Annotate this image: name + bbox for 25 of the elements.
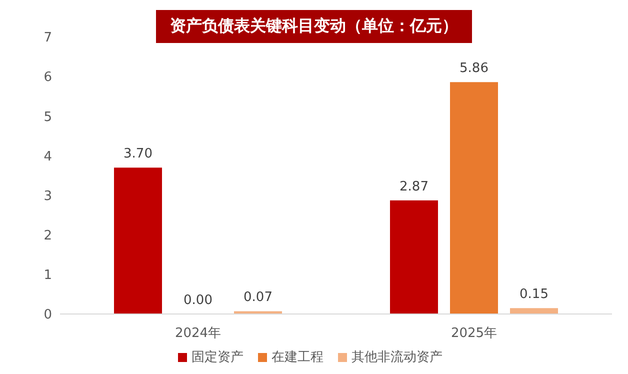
bar bbox=[390, 200, 438, 314]
bar bbox=[234, 311, 282, 314]
y-tick-label: 2 bbox=[44, 228, 52, 244]
chart-title: 资产负债表关键科目变动（单位：亿元） bbox=[156, 10, 472, 43]
legend-label: 在建工程 bbox=[272, 349, 324, 366]
bar bbox=[450, 82, 498, 314]
legend-label: 其他非流动资产 bbox=[352, 349, 442, 366]
data-label: 0.15 bbox=[520, 287, 548, 302]
data-label: 2.87 bbox=[400, 179, 428, 194]
y-tick-label: 1 bbox=[44, 268, 52, 284]
data-label: 3.70 bbox=[124, 146, 152, 162]
y-tick-label: 3 bbox=[44, 188, 52, 204]
y-tick-label: 6 bbox=[44, 70, 52, 86]
x-tick-label: 2025年 bbox=[450, 326, 498, 342]
data-label: 5.86 bbox=[460, 61, 488, 76]
legend-label: 固定资产 bbox=[192, 349, 244, 366]
y-tick-label: 0 bbox=[44, 308, 52, 323]
x-tick-label: 2024年 bbox=[174, 326, 222, 342]
y-tick-label: 7 bbox=[44, 30, 52, 46]
data-label: 0.07 bbox=[244, 290, 272, 306]
bar bbox=[510, 308, 558, 314]
y-tick-label: 4 bbox=[44, 149, 52, 164]
y-tick-label: 5 bbox=[44, 110, 52, 125]
bar bbox=[114, 168, 162, 314]
data-label: 0.00 bbox=[184, 293, 212, 308]
